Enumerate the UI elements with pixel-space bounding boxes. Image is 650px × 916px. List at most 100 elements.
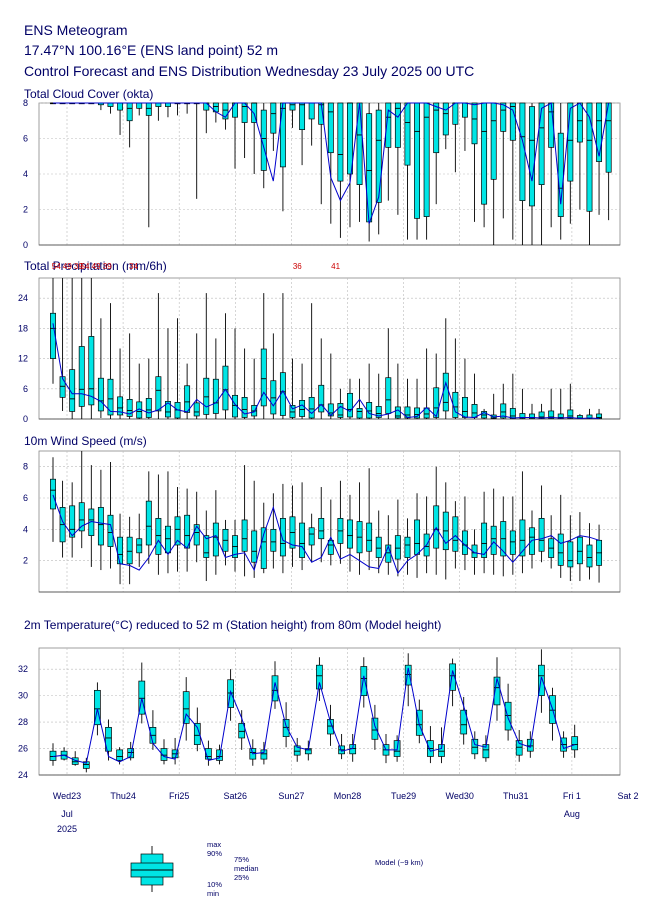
- box-iqr: [203, 535, 210, 558]
- control-forecast-line: [52, 323, 600, 420]
- box-iqr: [356, 408, 363, 419]
- box-iqr: [385, 377, 392, 414]
- box-iqr: [567, 102, 574, 182]
- box-iqr: [165, 401, 171, 418]
- y-tick-label: 32: [18, 664, 28, 674]
- month-label: Aug: [564, 809, 580, 819]
- box-iqr: [500, 403, 507, 419]
- day-label: Sat26: [224, 791, 248, 801]
- box-iqr: [282, 719, 290, 737]
- box-iqr: [270, 528, 277, 552]
- y-tick-label: 30: [18, 691, 28, 701]
- box-iqr: [193, 524, 200, 546]
- box-iqr: [308, 102, 315, 120]
- box-iqr: [289, 405, 296, 418]
- legend-p90: 90%: [207, 849, 222, 858]
- box-iqr: [308, 527, 315, 546]
- box-iqr: [366, 522, 373, 552]
- box-iqr: [94, 689, 101, 726]
- box-iqr: [471, 404, 478, 418]
- box-iqr: [433, 102, 440, 154]
- y-tick-label: 18: [18, 323, 28, 333]
- box-iqr: [270, 380, 277, 415]
- y-tick-label: 6: [23, 134, 28, 144]
- box-iqr: [155, 376, 162, 412]
- box-iqr: [270, 102, 277, 134]
- box-iqr: [375, 406, 382, 418]
- box-iqr: [260, 348, 267, 407]
- legend-p10: 10%: [207, 880, 222, 889]
- day-label: Wed23: [53, 791, 81, 801]
- box-iqr: [136, 538, 143, 554]
- box-iqr: [97, 377, 104, 412]
- box-iqr: [509, 408, 516, 419]
- box-iqr: [404, 664, 412, 686]
- box-iqr: [509, 530, 516, 555]
- y-tick-label: 8: [23, 462, 28, 472]
- box-iqr: [461, 396, 468, 418]
- box-iqr: [557, 533, 564, 566]
- control-forecast-line: [53, 102, 610, 224]
- box-iqr: [515, 740, 523, 756]
- box-iqr: [155, 518, 162, 555]
- box-iqr: [337, 403, 344, 418]
- y-tick-label: 6: [23, 493, 28, 503]
- box-iqr: [452, 102, 459, 125]
- y-tick-label: 0: [23, 240, 28, 250]
- box-iqr: [438, 744, 445, 757]
- box-iqr: [184, 385, 191, 413]
- box-iqr: [88, 336, 95, 406]
- legend-max: max: [207, 840, 221, 849]
- box-iqr: [481, 522, 488, 558]
- box-iqr: [251, 530, 258, 563]
- y-tick-label: 4: [23, 169, 28, 179]
- box-iqr: [212, 522, 219, 557]
- y-tick-label: 2: [23, 556, 28, 566]
- box-iqr: [308, 396, 315, 419]
- box-iqr: [460, 709, 468, 735]
- panel-1: [38, 277, 621, 420]
- box-iqr: [117, 102, 124, 111]
- box-iqr: [299, 522, 306, 558]
- box-iqr: [471, 738, 479, 755]
- box-iqr: [107, 514, 114, 547]
- box-iqr: [299, 400, 306, 417]
- box-iqr: [567, 409, 574, 419]
- box-iqr: [504, 701, 512, 731]
- y-tick-label: 4: [23, 524, 28, 534]
- day-label: Sun27: [278, 791, 304, 801]
- box-iqr: [241, 519, 248, 552]
- box-iqr: [78, 502, 85, 532]
- box-iqr: [271, 675, 279, 702]
- meteogram-title: ENS Meteogram: [24, 22, 128, 38]
- legend-min: min: [207, 889, 219, 898]
- box-iqr: [394, 102, 401, 148]
- box-iqr: [50, 478, 56, 510]
- location-line: 17.47°N 100.16°E (ENS land point) 52 m: [24, 42, 279, 58]
- box-iqr: [107, 102, 114, 107]
- control-forecast-line: [52, 667, 575, 764]
- panel-title: 10m Wind Speed (m/s): [24, 434, 147, 448]
- day-label: Tue29: [391, 791, 416, 801]
- box-iqr: [371, 717, 379, 740]
- box-iqr: [509, 102, 516, 141]
- box-iqr: [461, 102, 468, 118]
- box-iqr: [404, 102, 411, 166]
- box-iqr: [241, 102, 248, 123]
- day-label: Thu31: [503, 791, 529, 801]
- legend-p25: 25%: [234, 873, 249, 882]
- box-iqr: [414, 519, 420, 555]
- box-iqr: [404, 536, 411, 558]
- box-iqr: [586, 102, 593, 212]
- y-tick-label: 0: [23, 414, 28, 424]
- day-label: Fri 1: [563, 791, 581, 801]
- box-iqr: [222, 365, 229, 411]
- box-iqr: [126, 399, 133, 417]
- box-iqr: [316, 664, 323, 690]
- box-iqr: [117, 536, 124, 565]
- box-iqr: [414, 407, 420, 419]
- box-iqr: [519, 413, 526, 419]
- panel-title: 2m Temperature(°C) reduced to 52 m (Stat…: [24, 618, 441, 632]
- box-iqr: [293, 745, 301, 756]
